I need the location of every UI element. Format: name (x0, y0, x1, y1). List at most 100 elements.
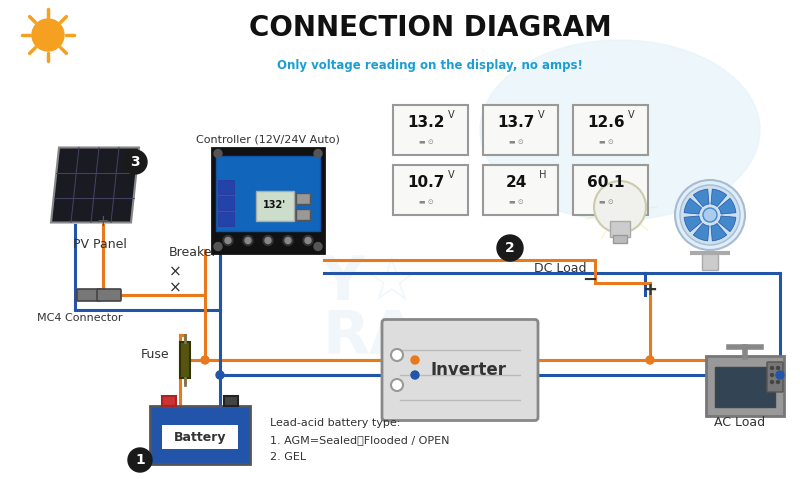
FancyBboxPatch shape (767, 362, 783, 392)
Circle shape (675, 180, 745, 250)
Text: V: V (448, 170, 454, 180)
FancyBboxPatch shape (162, 425, 238, 449)
FancyBboxPatch shape (216, 155, 320, 231)
Circle shape (777, 366, 779, 369)
FancyBboxPatch shape (224, 396, 238, 406)
FancyBboxPatch shape (393, 105, 467, 155)
Text: 1: 1 (135, 453, 145, 467)
Circle shape (314, 149, 322, 157)
FancyBboxPatch shape (212, 148, 324, 252)
Circle shape (391, 379, 403, 391)
Text: Only voltage reading on the display, no amps!: Only voltage reading on the display, no … (277, 58, 583, 71)
Text: 24: 24 (506, 175, 526, 190)
Text: 2: 2 (505, 241, 515, 255)
FancyBboxPatch shape (256, 191, 294, 220)
Text: ▬ ⊙: ▬ ⊙ (509, 199, 523, 205)
Circle shape (391, 349, 403, 361)
Wedge shape (711, 189, 726, 206)
FancyBboxPatch shape (613, 235, 627, 243)
Circle shape (777, 374, 779, 377)
Text: +: + (642, 281, 658, 299)
Text: MC4 Connector: MC4 Connector (38, 313, 122, 323)
Text: 10.7: 10.7 (407, 175, 445, 190)
Wedge shape (694, 223, 709, 241)
Circle shape (305, 238, 311, 244)
Circle shape (123, 150, 147, 174)
FancyBboxPatch shape (715, 367, 775, 407)
Circle shape (776, 371, 784, 379)
Text: −: − (66, 214, 79, 230)
Circle shape (770, 374, 774, 377)
Wedge shape (718, 216, 736, 232)
Circle shape (680, 185, 740, 245)
Text: ▬ ⊙: ▬ ⊙ (509, 140, 523, 146)
FancyBboxPatch shape (296, 193, 310, 203)
Wedge shape (684, 216, 702, 232)
Text: DC Load: DC Load (534, 261, 586, 275)
Text: V: V (448, 110, 454, 120)
Text: Fuse: Fuse (141, 348, 170, 361)
Wedge shape (684, 198, 702, 214)
Text: Battery: Battery (174, 431, 226, 444)
Circle shape (770, 381, 774, 384)
Text: −: − (582, 271, 598, 289)
Text: V: V (538, 110, 544, 120)
Text: 3: 3 (130, 155, 140, 169)
Circle shape (245, 238, 251, 244)
Circle shape (285, 238, 291, 244)
Text: 12.6: 12.6 (587, 115, 625, 130)
Circle shape (411, 371, 419, 379)
Circle shape (497, 235, 523, 261)
Circle shape (214, 243, 222, 250)
Circle shape (223, 236, 233, 246)
FancyBboxPatch shape (702, 252, 718, 270)
FancyBboxPatch shape (382, 319, 538, 420)
Circle shape (411, 356, 419, 364)
Circle shape (216, 371, 224, 379)
Text: V: V (628, 110, 634, 120)
Text: ▬ ⊙: ▬ ⊙ (598, 199, 614, 205)
Circle shape (770, 366, 774, 369)
Circle shape (214, 149, 222, 157)
Text: H: H (536, 170, 546, 180)
Circle shape (283, 236, 293, 246)
FancyBboxPatch shape (180, 342, 190, 378)
Circle shape (201, 356, 209, 364)
FancyBboxPatch shape (150, 406, 250, 464)
FancyBboxPatch shape (218, 180, 234, 194)
FancyBboxPatch shape (573, 105, 647, 155)
Wedge shape (718, 198, 736, 214)
Text: +: + (97, 214, 110, 230)
FancyBboxPatch shape (393, 165, 467, 215)
FancyBboxPatch shape (97, 289, 121, 301)
Wedge shape (694, 189, 709, 206)
Text: Controller (12V/24V Auto): Controller (12V/24V Auto) (196, 135, 340, 145)
Text: ▬ ⊙: ▬ ⊙ (418, 140, 434, 146)
Text: PV Panel: PV Panel (73, 239, 127, 251)
Circle shape (265, 238, 271, 244)
FancyBboxPatch shape (77, 289, 101, 301)
FancyBboxPatch shape (610, 221, 630, 237)
FancyBboxPatch shape (482, 105, 558, 155)
Circle shape (594, 181, 646, 233)
Text: ▬ ⊙: ▬ ⊙ (598, 140, 614, 146)
Circle shape (225, 238, 231, 244)
Circle shape (32, 19, 64, 51)
FancyBboxPatch shape (162, 396, 176, 406)
Circle shape (646, 356, 654, 364)
Text: 13.7: 13.7 (498, 115, 534, 130)
Text: ▬ ⊙: ▬ ⊙ (418, 199, 434, 205)
FancyBboxPatch shape (296, 208, 310, 219)
FancyBboxPatch shape (482, 165, 558, 215)
Circle shape (243, 236, 253, 246)
Polygon shape (51, 148, 139, 222)
Text: 60.1: 60.1 (587, 175, 625, 190)
Text: 132': 132' (263, 200, 286, 210)
FancyBboxPatch shape (573, 165, 647, 215)
FancyBboxPatch shape (218, 196, 234, 209)
Text: Y☆
RA: Y☆ RA (321, 253, 419, 367)
Text: 13.2: 13.2 (407, 115, 445, 130)
Circle shape (314, 243, 322, 250)
Text: Breaker: Breaker (169, 246, 218, 258)
FancyBboxPatch shape (218, 211, 234, 226)
